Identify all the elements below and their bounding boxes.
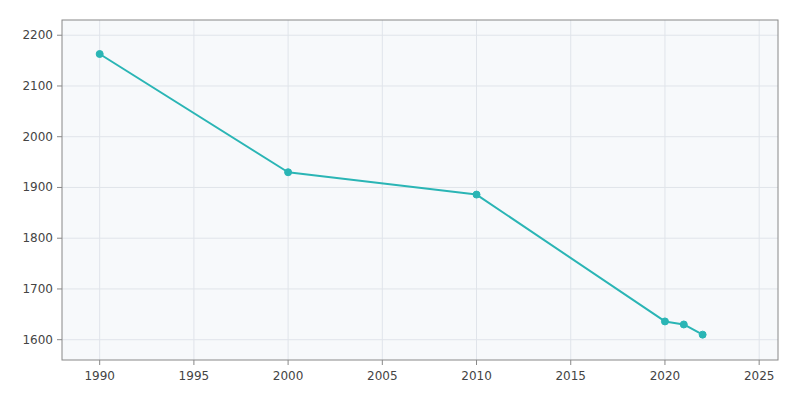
point — [473, 191, 480, 198]
y-grid-line — [62, 35, 778, 36]
y-tick — [57, 187, 62, 188]
point — [699, 331, 706, 338]
line — [100, 54, 703, 335]
y-tick-label: 2200 — [22, 28, 53, 42]
y-tick-label: 2100 — [22, 79, 53, 93]
point — [680, 321, 687, 328]
x-grid-line — [382, 20, 383, 360]
x-tick-label: 1990 — [84, 369, 115, 383]
y-tick — [57, 339, 62, 340]
y-grid-line — [62, 339, 778, 340]
x-tick-label: 1995 — [179, 369, 210, 383]
y-tick — [57, 238, 62, 239]
x-grid-line — [476, 20, 477, 360]
x-grid-line — [664, 20, 665, 360]
x-tick — [99, 360, 100, 365]
x-tick-label: 2020 — [650, 369, 681, 383]
x-tick-label: 2005 — [367, 369, 398, 383]
x-tick — [382, 360, 383, 365]
plot-frame — [62, 20, 778, 360]
x-tick — [570, 360, 571, 365]
y-tick-label: 1800 — [22, 231, 53, 245]
x-tick-label: 2010 — [461, 369, 492, 383]
y-tick — [57, 85, 62, 86]
chart-container: 1990 1995 2000 2005 2010 2015 2020 2025 1600 1700… — [0, 0, 800, 400]
x-tick — [664, 360, 665, 365]
chart: 1990 1995 2000 2005 2010 2015 2020 2025 1600 1700… — [0, 0, 800, 400]
y-tick — [57, 288, 62, 289]
x-tick-label: 2000 — [273, 369, 304, 383]
point — [96, 51, 103, 58]
x-tick-label: 2025 — [744, 369, 775, 383]
point — [285, 169, 292, 176]
x-tick — [759, 360, 760, 365]
series — [96, 51, 706, 339]
y-grid-line — [62, 85, 778, 86]
x-tick — [476, 360, 477, 365]
y-tick-label: 1700 — [22, 282, 53, 296]
y-tick-label: 1600 — [22, 333, 53, 347]
y-grid-line — [62, 238, 778, 239]
y-tick-label: 1900 — [22, 180, 53, 194]
x-grid-line — [759, 20, 760, 360]
x-grid-line — [193, 20, 194, 360]
x-tick-label: 2015 — [555, 369, 586, 383]
tick-labels: 1990 1995 2000 2005 2010 2015 2020 2025 1600 1700… — [22, 28, 774, 383]
x-tick — [288, 360, 289, 365]
x-tick — [193, 360, 194, 365]
y-grid-line — [62, 136, 778, 137]
point — [661, 318, 668, 325]
plot-background — [62, 20, 778, 360]
y-tick — [57, 136, 62, 137]
grid — [57, 20, 778, 365]
x-grid-line — [99, 20, 100, 360]
y-tick-label: 2000 — [22, 130, 53, 144]
x-grid-line — [288, 20, 289, 360]
x-grid-line — [570, 20, 571, 360]
y-tick — [57, 35, 62, 36]
y-grid-line — [62, 288, 778, 289]
